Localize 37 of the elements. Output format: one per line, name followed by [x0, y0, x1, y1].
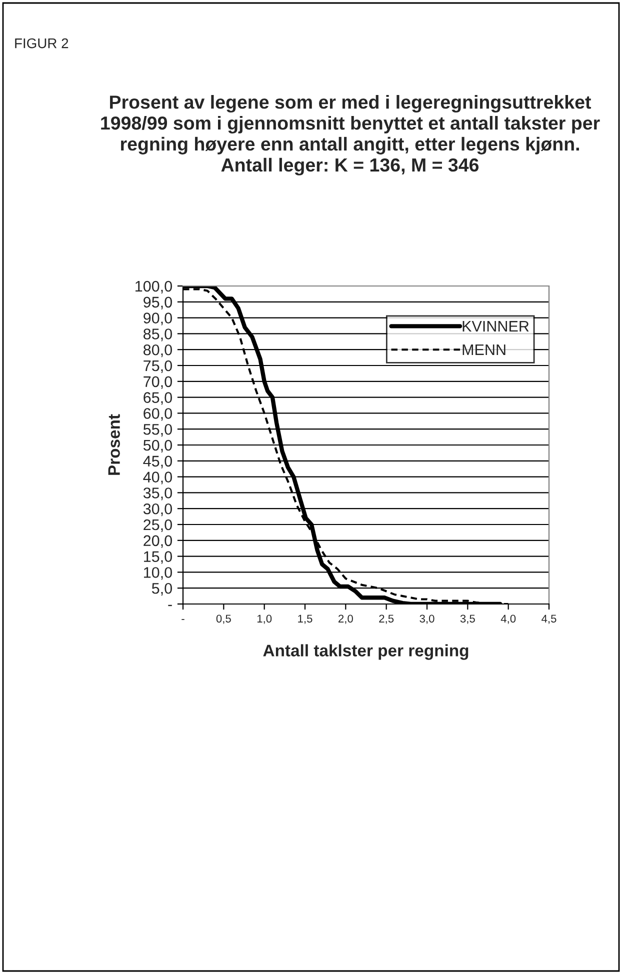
y-tick-label: 75,0	[144, 360, 172, 373]
x-tick-label: -	[182, 619, 184, 620]
legend-label: MENN	[462, 344, 506, 355]
legend-label: KVINNER	[462, 321, 529, 332]
y-tick-label: 40,0	[143, 472, 172, 484]
y-tick-label: 30,0	[143, 503, 172, 516]
y-tick-label: 25,0	[144, 519, 172, 532]
x-tick-label: 3,5	[460, 614, 475, 624]
y-tick-label: -	[168, 604, 172, 606]
x-axis-title: Antall taklster per regning	[263, 644, 468, 660]
x-tick-label: 3,0	[420, 614, 434, 624]
x-tick-label: 4,5	[542, 614, 556, 624]
y-tick-label: 85,0	[144, 328, 172, 342]
y-tick-label: 10,0	[144, 567, 172, 580]
y-tick-label: 20,0	[144, 535, 172, 548]
x-tick-label: 2,0	[338, 614, 353, 624]
x-tick-label: 2,5	[379, 614, 394, 624]
y-tick-label: 65,0	[144, 392, 172, 405]
text: FIGUR 2	[15, 38, 68, 48]
x-tick-label: 0,5	[216, 614, 231, 624]
y-tick-label: 15,0	[144, 551, 172, 564]
y-tick-label: 45,0	[143, 456, 172, 468]
y-tick-label: 50,0	[143, 440, 172, 452]
x-tick-label: 1,0	[257, 614, 272, 624]
y-tick-label: 35,0	[143, 488, 172, 500]
x-tick-label: 1,5	[298, 614, 312, 624]
x-tick-label: 4,0	[500, 614, 516, 624]
y-tick-label: 80,0	[144, 344, 172, 358]
y-tick-label: 60,0	[144, 408, 172, 421]
y-tick-label: 90,0	[144, 312, 172, 326]
y-tick-label: 5,0	[152, 582, 172, 596]
y-axis-title: Prosent	[108, 414, 120, 475]
y-tick-label: 70,0	[144, 376, 172, 389]
y-tick-label: 95,0	[144, 296, 172, 310]
chart-title: Prosent av legene som er med i legeregningsuttrekket 1998/99 som i gjennomsnitt benyttet et antall takster per regning høyere enn antall angitt, etter legens kjønn. Antall leger: K = 136, M = 346	[101, 95, 600, 176]
y-tick-label: 55,0	[143, 424, 172, 437]
y-tick-label: 100,0	[136, 280, 172, 294]
